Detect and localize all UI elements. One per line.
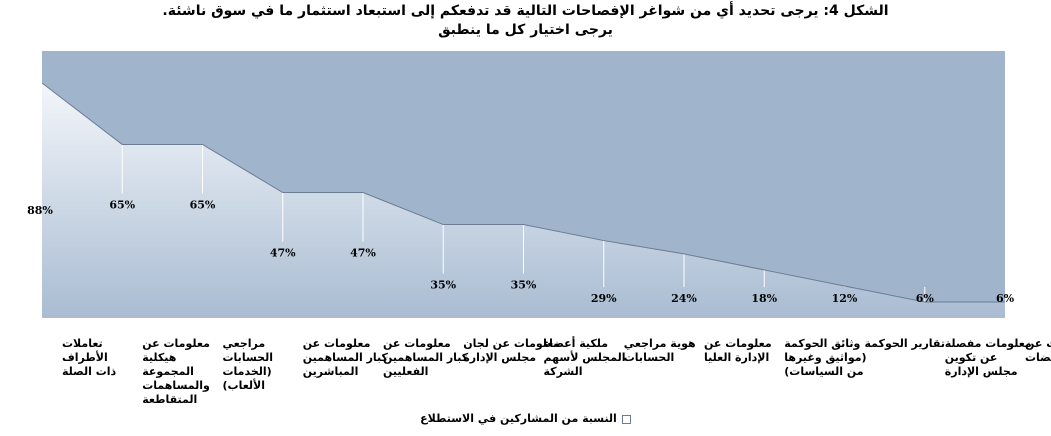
category-label-line: والمساهمات (142, 379, 210, 392)
value-label: 6% (916, 292, 935, 305)
category-label-line: عن تكوين (945, 351, 998, 364)
category-label-line: (الخدمات (223, 365, 272, 378)
category-label-line: معلومات عن (704, 337, 772, 350)
category-label: مراجعي الحسابات (الخدمات الألعاب) (223, 337, 273, 392)
value-label: 35% (511, 279, 537, 292)
chart-subtitle: يرجى اختيار كل ما ينطبق (438, 22, 613, 38)
category-label-line: ذات الصلة (62, 365, 117, 378)
value-label: 12% (832, 292, 858, 305)
category-label: معلومات عن هيكلية المجموعة والمساهمات المتقا… (142, 337, 210, 406)
value-label: 35% (430, 279, 456, 292)
category-label-line: هوية مراجعي (624, 337, 696, 350)
chart-title-block: الشكل 4: يرجى تحديد أي من شواغر الإفصاحا… (0, 2, 1051, 40)
category-label-line: الحسابات (223, 351, 273, 364)
value-label: 6% (996, 292, 1015, 305)
category-label-line: مجلس الإدارة (463, 351, 536, 364)
category-label-line: معلومات مفصلة (945, 337, 1032, 350)
value-label: 65% (109, 198, 135, 211)
category-label-line: معلومات عن (383, 337, 451, 350)
value-label: 29% (591, 292, 617, 305)
category-label-line: مجلس الإدارة (945, 365, 1018, 378)
category-label-line: المتقاطعة (142, 393, 197, 406)
category-label-line: الشركة (544, 365, 583, 378)
category-label-line: من السياسات) (784, 365, 863, 378)
category-label: وثائق الحوكمة (مواثيق وغيرها من السياسات) (784, 337, 866, 378)
value-label: 47% (270, 247, 296, 260)
category-label: ملكية أعضاء المجلس لأسهم الشركة (544, 336, 626, 378)
category-label-line: المجموعة (142, 365, 194, 378)
category-label-line: الألعاب) (223, 378, 266, 392)
category-label: معلومات عنالتعويضات (1025, 337, 1051, 364)
category-label-line: التعويضات (1025, 351, 1051, 364)
category-label-line: تقارير الحوكمة (865, 337, 945, 350)
category-label-line: (مواثيق وغيرها (784, 351, 866, 364)
value-label: 65% (190, 198, 216, 211)
category-label-line: معلومات عن (303, 337, 371, 350)
value-label: 47% (350, 247, 376, 260)
category-label: هوية مراجعي الحسابات (624, 337, 696, 364)
category-label: معلومات عن لجان مجلس الإدارة (463, 337, 560, 364)
category-label-line: تعاملات (62, 337, 103, 350)
category-label-line: المباشرين (303, 365, 359, 378)
category-label: معلومات عن كبار المساهمين الفعليين (383, 337, 469, 378)
category-label-line: كبار المساهمين (303, 351, 389, 364)
value-label: 88% (27, 204, 53, 217)
value-label: 18% (751, 292, 777, 305)
legend-label: النسبة من المشاركين في الاستطلاع (420, 412, 617, 425)
category-label-line: الفعليين (383, 365, 428, 378)
category-label: معلومات عن الإدارة العليا (704, 337, 772, 364)
category-label: تقارير الحوكمة (865, 337, 945, 350)
category-label-line: كبار المساهمين (383, 351, 469, 364)
drop-lines (121, 144, 926, 302)
category-label-line: هيكلية (142, 351, 176, 364)
category-label-line: المجلس لأسهم (544, 350, 626, 364)
legend: النسبة من المشاركين في الاستطلاع (0, 412, 1051, 425)
category-label-line: الإدارة العليا (704, 351, 769, 364)
series-line (41, 82, 1005, 303)
category-label-line: مراجعي (223, 337, 266, 350)
category-label-line: معلومات عن (1025, 337, 1051, 350)
chart-title: الشكل 4: يرجى تحديد أي من شواغر الإفصاحا… (162, 3, 889, 19)
category-label: معلومات مفصلة عن تكوين مجلس الإدارة (945, 337, 1032, 378)
value-label: 24% (671, 292, 697, 305)
series-area (42, 83, 1005, 318)
category-label-line: ملكية أعضاء (544, 336, 609, 350)
category-label-line: وثائق الحوكمة (784, 337, 860, 350)
category-label-line: معلومات عن لجان (463, 337, 560, 350)
category-label-line: الحسابات (624, 351, 674, 364)
legend-swatch (621, 414, 631, 424)
value-labels: 88% 65% 65% 47% 47% 35% 35% 29% 24% 18% 12% 6% 6% (27, 198, 1014, 305)
category-label: معلومات عن كبار المساهمين المباشرين (303, 337, 389, 378)
category-label-line: معلومات عن (142, 337, 210, 350)
category-label-line: الأطراف (62, 350, 108, 364)
category-label: تعاملات الأطراف ذات الصلة (62, 337, 117, 378)
